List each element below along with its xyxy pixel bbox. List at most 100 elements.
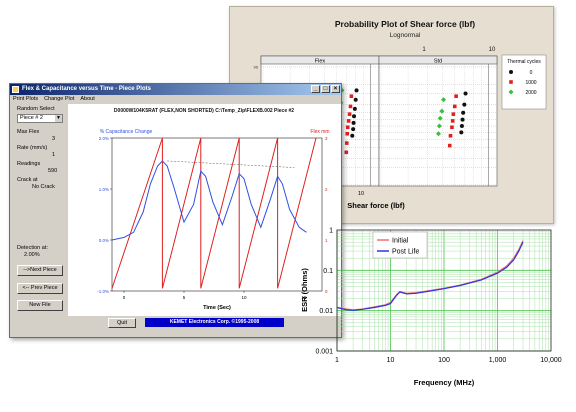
flex-x-tick-label: 5: [183, 295, 186, 300]
prob-legend-items: 0 1000 2000: [508, 70, 537, 96]
esr-xlabel: Frequency (MHz): [414, 378, 475, 387]
piece-select[interactable]: Piece # 2 ▼: [17, 114, 63, 123]
window-titlebar[interactable]: Flex & Capacitance versus Time - Piece P…: [10, 84, 341, 95]
esr-plot-area: [336, 229, 552, 352]
piece-select-value: Piece # 2: [20, 115, 43, 121]
flex-x-tick-label: 10: [241, 295, 247, 300]
quit-button[interactable]: Quit: [108, 318, 136, 328]
prob-title: Probability Plot of Shear force (lbf): [335, 19, 475, 29]
prob-point-0: [459, 124, 464, 128]
maximize-icon[interactable]: □: [321, 85, 330, 93]
flex-right-tick-label: 3: [325, 136, 328, 141]
flex-chart-background: [68, 104, 341, 316]
prob-top-tick-1: 1: [422, 47, 426, 53]
flex-chart-series: [111, 137, 317, 289]
flex-right-tick-label: 1: [325, 238, 328, 243]
prob-point-1000: [448, 133, 453, 138]
prob-top-tick-10: 10: [489, 47, 496, 53]
flex-capacitance-window: Flex & Capacitance versus Time - Piece P…: [9, 83, 342, 338]
right-axis-title: Flex mm: [310, 129, 329, 135]
prob-point-1000: [344, 150, 349, 155]
prob-point-1000: [346, 119, 351, 123]
prob-facet-std-strip: [378, 55, 498, 65]
flex-left-tick-label: 2.0%: [99, 136, 109, 141]
prob-y-tick-label: 99: [254, 65, 259, 70]
prob-point-0: [460, 117, 465, 122]
esr-post-life-line: [336, 241, 524, 311]
menu-bar: Print Plots Change Plot About: [10, 95, 341, 104]
prob-legend-label: 1000: [525, 80, 536, 86]
flex-right-tick-label: 2: [325, 187, 328, 192]
prob-point-0: [463, 91, 468, 96]
prob-point-2000: [435, 131, 442, 137]
window-controls: _ □ ×: [311, 85, 340, 93]
prob-point-0: [353, 97, 358, 102]
prob-point-1000: [451, 112, 456, 116]
prob-point-0: [351, 120, 356, 125]
crack-label: Crack at: [17, 177, 38, 183]
prob-point-0: [350, 133, 355, 138]
esr-x-tick-label: 10: [387, 357, 395, 364]
prob-point-0: [352, 106, 357, 111]
flex-left-tick-label: 0.0%: [99, 238, 109, 243]
prob-point-0: [462, 102, 467, 107]
chevron-down-icon[interactable]: ▼: [55, 115, 62, 122]
crack-value: No Crack: [32, 184, 55, 190]
rate-label: Rate (mm/s): [17, 145, 48, 151]
prob-facet-std-label: Std: [434, 59, 442, 65]
menu-about[interactable]: About: [80, 96, 95, 102]
close-icon[interactable]: ×: [331, 85, 340, 93]
prob-legend-marker: [509, 70, 513, 74]
prob-point-1000: [347, 112, 352, 116]
prob-facet-std-area: [378, 55, 498, 187]
prob-legend-label: 0: [530, 70, 533, 76]
prob-point-0: [459, 130, 464, 135]
esr-x-tick-label: 10,000: [540, 357, 562, 364]
esr-legend-items: Initial Post Life: [377, 238, 419, 256]
flex-left-tick-label: -1.0%: [97, 289, 109, 294]
prob-point-1000: [447, 143, 452, 148]
left-axis-title: % Capacitance Change: [100, 129, 153, 135]
esr-x-tick-label: 1: [335, 357, 339, 364]
menu-change-plot[interactable]: Change Plot: [44, 96, 75, 102]
prob-legend-marker: [509, 80, 513, 84]
detection-label: Detection at:: [17, 245, 48, 251]
prob-point-1000: [454, 94, 458, 99]
prob-point-0: [354, 88, 359, 93]
esr-y-tick-label: 1: [329, 228, 333, 235]
prob-point-1000: [349, 94, 354, 99]
readings-value: 590: [48, 168, 58, 174]
prob-point-0: [351, 127, 356, 132]
window-title: Flex & Capacitance versus Time - Piece P…: [22, 86, 151, 92]
prob-point-0: [352, 114, 357, 119]
esr-legend: [372, 231, 428, 259]
max-flex-value: 3: [52, 136, 56, 142]
prob-point-1000: [345, 125, 350, 130]
prev-piece-button[interactable]: <-- Prev Piece: [17, 283, 63, 294]
flex-series-line: [111, 137, 317, 289]
prob-point-1000: [452, 104, 457, 109]
prob-legend-label: 2000: [525, 90, 536, 96]
flex-reference-dashed-line: [167, 160, 295, 168]
max-flex-label: Max Flex: [17, 129, 40, 135]
esr-y-tick-label: 0.1: [323, 268, 333, 275]
prob-subtitle: Lognormal: [390, 32, 421, 39]
flex-chart-xlabel: Time (Sec): [203, 305, 231, 311]
new-file-button[interactable]: New File: [17, 300, 63, 311]
random-select-label: Random Select: [17, 106, 55, 112]
copyright-bar: KEMET Electronics Corp. ©1995-2008: [145, 318, 284, 327]
menu-print-plots[interactable]: Print Plots: [13, 96, 39, 102]
rate-value: 1: [52, 152, 56, 158]
esr-legend-label: Initial: [392, 238, 409, 245]
prob-point-1000: [344, 141, 349, 145]
flex-chart-plot-area: [111, 137, 323, 292]
next-piece-button[interactable]: -->Next Piece: [17, 265, 63, 276]
minimize-icon[interactable]: _: [311, 85, 320, 93]
esr-x-tick-label: 1,000: [489, 357, 507, 364]
flex-right-tick-label: 0: [325, 289, 328, 294]
esr-x-tick-label: 100: [438, 357, 450, 364]
prob-facet-flex-label: Flex: [315, 59, 326, 65]
